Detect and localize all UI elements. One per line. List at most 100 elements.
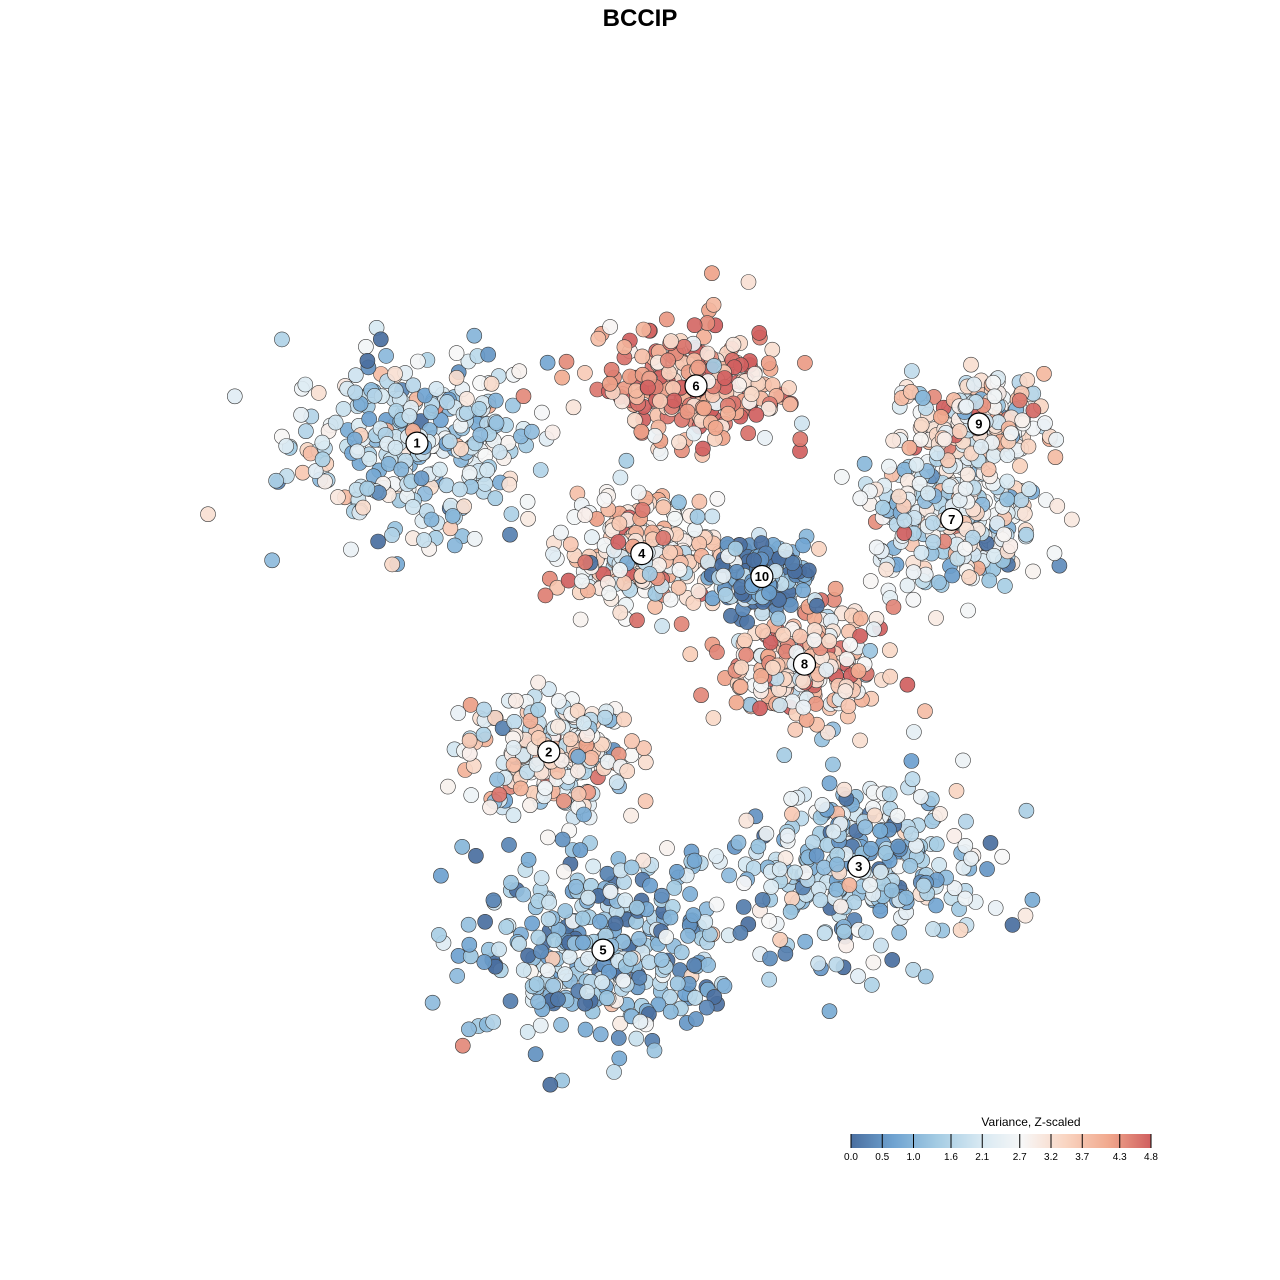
cell-point [682, 886, 698, 902]
cell-point [928, 610, 944, 626]
cell-point [1018, 802, 1035, 819]
cell-point [530, 929, 547, 946]
cell-point [655, 499, 672, 516]
cell-point [610, 534, 627, 550]
cell-point [925, 921, 941, 937]
cell-point [957, 480, 974, 497]
cell-point [763, 879, 780, 895]
cell-point [424, 994, 441, 1011]
cell-point [699, 345, 716, 362]
cell-point [762, 634, 779, 651]
cluster-label-text: 9 [975, 417, 982, 432]
cell-point [393, 461, 410, 478]
cell-point [532, 462, 549, 478]
cell-point [539, 354, 556, 371]
cell-point [1046, 545, 1063, 562]
cell-point [812, 892, 829, 908]
cell-point [669, 863, 685, 880]
cell-point [1020, 438, 1037, 455]
cell-point [739, 614, 756, 630]
cell-point [343, 541, 359, 558]
cell-point [485, 892, 502, 909]
cell-point [903, 753, 920, 769]
legend-tick-label: 4.8 [1144, 1152, 1158, 1163]
cell-point [506, 713, 523, 730]
cluster-label-9: 9 [967, 412, 991, 436]
cell-point [852, 610, 869, 627]
cell-point [716, 978, 733, 994]
cell-point [903, 363, 920, 379]
cell-point [662, 544, 678, 561]
cell-point [347, 384, 364, 401]
cell-point [873, 937, 889, 954]
cell-point [840, 698, 857, 714]
cell-point [679, 403, 696, 420]
cell-point [293, 406, 309, 423]
cell-point [487, 490, 504, 507]
cell-point [693, 687, 709, 704]
cell-point [572, 842, 589, 858]
cell-point [775, 626, 792, 643]
cell-point [387, 382, 404, 399]
cell-point [782, 396, 798, 413]
cell-point [761, 913, 778, 929]
cell-point [986, 388, 1003, 405]
cell-point [709, 490, 726, 507]
cell-point [795, 699, 812, 716]
cell-point [502, 993, 519, 1009]
cell-point [863, 840, 879, 857]
cell-point [973, 439, 989, 455]
cell-point [503, 506, 520, 522]
cell-point [568, 878, 584, 895]
cell-point [476, 954, 493, 970]
cell-point [905, 961, 922, 978]
cell-point [438, 477, 455, 494]
cell-point [310, 385, 327, 401]
cell-point [268, 472, 284, 489]
cell-point [863, 977, 880, 993]
cell-point [515, 886, 532, 903]
cell-point [850, 663, 867, 679]
cell-point [545, 546, 561, 562]
cell-point [686, 317, 703, 334]
cell-point [858, 924, 874, 941]
cell-point [405, 499, 421, 515]
cell-point [449, 968, 466, 984]
cluster-label-2: 2 [537, 740, 561, 764]
cluster-label-text: 6 [692, 378, 699, 393]
cell-point [797, 355, 813, 371]
cluster-label-circle [537, 740, 561, 764]
cell-point [857, 819, 874, 836]
cell-point [1048, 431, 1064, 448]
cell-point [624, 733, 640, 749]
cell-point [811, 541, 827, 557]
cell-point [298, 423, 314, 440]
cell-point [680, 927, 696, 944]
cell-point [957, 540, 973, 557]
cluster-label-4: 4 [630, 541, 654, 566]
cell-point [658, 311, 675, 328]
cell-point [597, 709, 613, 726]
cell-point [690, 359, 707, 376]
cell-point [827, 580, 844, 597]
cell-point [929, 445, 945, 462]
cell-point [862, 877, 878, 893]
cell-point [912, 788, 929, 805]
cell-point [505, 740, 522, 756]
cell-point [730, 834, 747, 851]
cell-point [750, 838, 767, 855]
cell-point [806, 632, 823, 649]
cell-point [997, 578, 1013, 594]
cell-point [432, 461, 448, 478]
cell-point [884, 952, 901, 968]
cell-point [634, 502, 651, 518]
cell-point [636, 740, 652, 757]
cell-point [519, 1024, 536, 1040]
cell-point [431, 927, 447, 943]
cell-point [503, 874, 519, 891]
cell-point [583, 750, 600, 766]
cell-point [599, 865, 616, 882]
cell-point [748, 406, 765, 423]
cell-point [931, 574, 947, 591]
cell-point [865, 954, 882, 971]
